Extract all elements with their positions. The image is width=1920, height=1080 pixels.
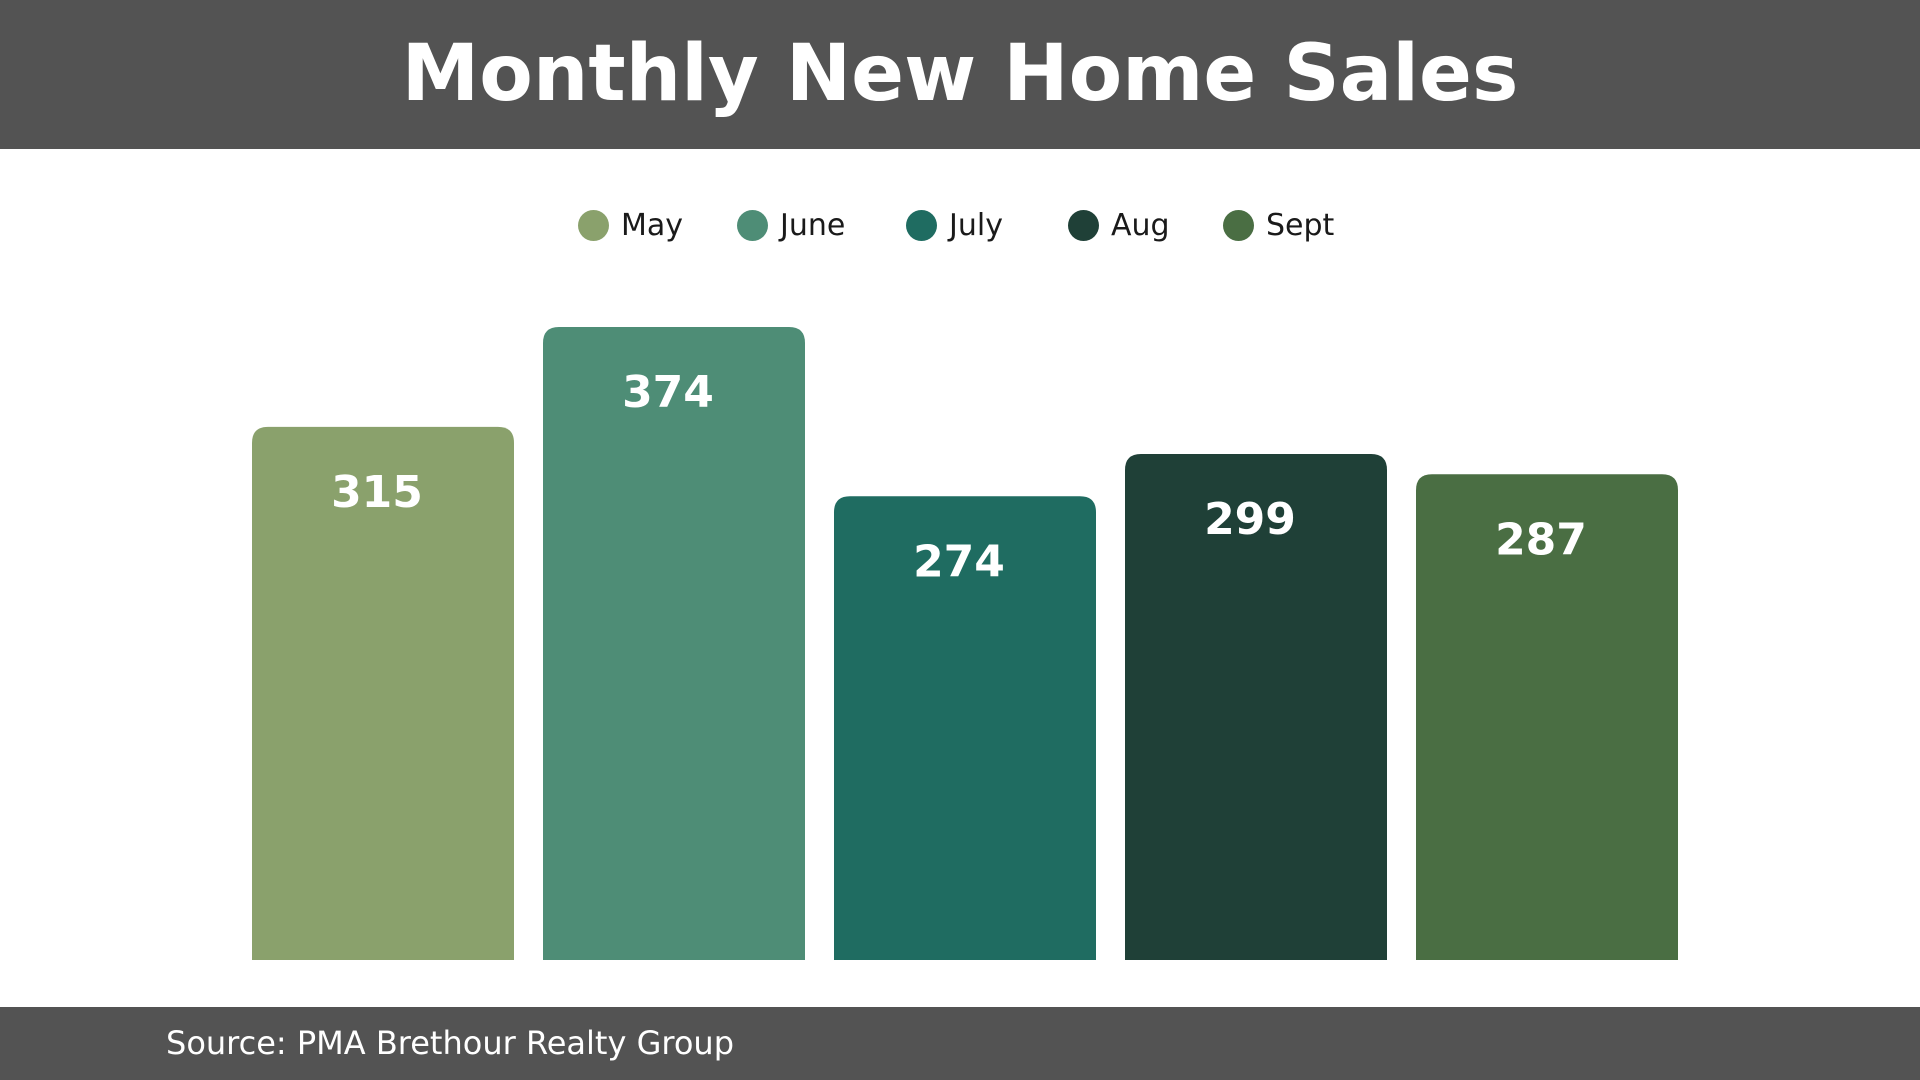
legend-swatch	[578, 209, 609, 241]
legend-label: July	[949, 207, 1003, 243]
bar-value-label: 274	[913, 536, 1005, 587]
bar-aug	[1125, 453, 1387, 960]
legend-label: May	[621, 207, 684, 243]
chart-title: Monthly New Home Sales	[401, 28, 1519, 119]
chart-legend: May June July Aug Sept	[0, 200, 1920, 250]
legend-swatch	[906, 209, 937, 241]
bar-value-label: 315	[331, 467, 423, 518]
legend-label: June	[780, 207, 846, 243]
legend-item-aug: Aug	[1068, 200, 1170, 250]
bar-sept	[1416, 474, 1678, 960]
bar-july	[834, 496, 1096, 960]
bar-value-label: 299	[1204, 494, 1296, 545]
bar-value-label: 374	[622, 367, 714, 418]
chart-header: Monthly New Home Sales	[0, 0, 1920, 149]
legend-label: Sept	[1266, 207, 1335, 243]
legend-item-july: July	[906, 200, 1003, 250]
legend-label: Aug	[1111, 207, 1170, 243]
source-footer: Source: PMA Brethour Realty Group	[0, 1007, 1920, 1080]
legend-swatch	[1068, 209, 1099, 241]
legend-item-may: May	[578, 200, 683, 250]
legend-swatch	[1223, 209, 1254, 241]
bar-june	[543, 327, 805, 960]
source-text: Source: PMA Brethour Realty Group	[166, 1024, 734, 1062]
bar-may	[252, 426, 514, 960]
legend-swatch	[737, 209, 768, 241]
legend-item-sept: Sept	[1223, 200, 1334, 250]
legend-item-june: June	[737, 200, 845, 250]
bar-value-label: 287	[1495, 514, 1587, 565]
